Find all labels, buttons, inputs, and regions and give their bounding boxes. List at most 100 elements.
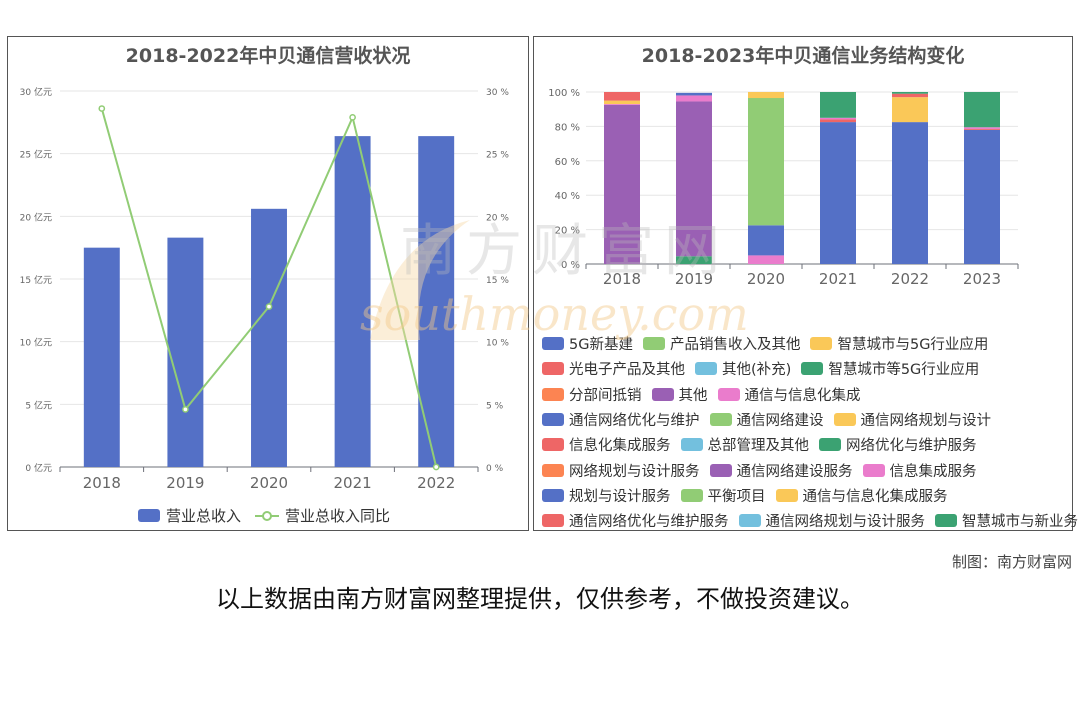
legend-swatch bbox=[709, 413, 732, 427]
legend-label: 智慧城市与5G行业应用 bbox=[837, 337, 989, 354]
legend-label: 通信网络建设服务 bbox=[736, 463, 853, 480]
legend-swatch bbox=[542, 362, 564, 376]
left-axis-tick-label: 0 亿元 bbox=[25, 462, 52, 474]
legend-label: 网络规划与设计服务 bbox=[569, 463, 700, 480]
stack-segment bbox=[604, 104, 640, 265]
stack-segment bbox=[892, 93, 928, 98]
revenue-bar bbox=[334, 136, 371, 467]
revenue-chart-svg: 0 亿元 5 亿元 10 亿元 15 亿元 20 亿元 25 亿元 30 亿元 0 % 5 % 1… bbox=[20, 86, 510, 492]
legend-item[interactable]: 通信网络规划与设计服务 bbox=[738, 510, 926, 531]
legend-item[interactable]: 平衡项目 bbox=[680, 485, 766, 506]
stack-segment bbox=[964, 128, 1000, 130]
left-axis-tick-label: 20 亿元 bbox=[20, 211, 52, 223]
x-axis-tick-label: 2018 bbox=[603, 270, 641, 288]
stack-segment bbox=[820, 122, 856, 264]
legend-label: 通信网络优化与维护 bbox=[569, 413, 700, 430]
legend-swatch-revenue bbox=[138, 509, 160, 522]
y-axis-tick-label: 60 % bbox=[555, 157, 580, 168]
legend-swatch bbox=[862, 463, 885, 477]
chart-credit: 制图：南方财富网 bbox=[951, 553, 1072, 571]
stack-segment bbox=[604, 104, 640, 105]
legend-item[interactable]: 智慧城市等5G行业应用 bbox=[801, 358, 979, 379]
left-axis-tick-label: 25 亿元 bbox=[20, 149, 52, 161]
stack-segment bbox=[892, 122, 928, 264]
yoy-point bbox=[98, 105, 106, 112]
legend-item[interactable]: 网络规划与设计服务 bbox=[542, 460, 700, 481]
legend-label: 智慧城市与新业务 bbox=[962, 514, 1078, 531]
legend-item[interactable]: 5G新基建 bbox=[542, 333, 633, 354]
legend-swatch-yoy bbox=[255, 510, 280, 521]
right-axis-tick-label: 10 % bbox=[486, 339, 509, 349]
stack-segment bbox=[964, 127, 1000, 129]
legend-label: 其他(补充) bbox=[722, 362, 792, 379]
revenue-chart-panel: 2018-2022年中贝通信营收状况 0 亿元 5 亿元 10 亿元 15 亿元 20 … bbox=[7, 36, 529, 531]
left-axis-tick-label: 5 亿元 bbox=[25, 399, 52, 411]
legend-item[interactable]: 产品销售收入及其他 bbox=[642, 333, 800, 354]
legend-item[interactable]: 通信网络优化与维护 bbox=[542, 409, 700, 430]
legend-item[interactable]: 智慧城市与5G行业应用 bbox=[810, 333, 988, 354]
x-axis-tick-label: 2019 bbox=[166, 474, 204, 492]
legend-label: 分部间抵销 bbox=[569, 387, 642, 404]
legend-label: 信息化集成服务 bbox=[569, 438, 671, 455]
legend-swatch bbox=[542, 413, 564, 427]
legend-swatch bbox=[819, 438, 841, 452]
yoy-point bbox=[432, 463, 440, 471]
yoy-point bbox=[349, 113, 356, 121]
legend-item-revenue[interactable]: 营业总收入 bbox=[138, 505, 241, 526]
legend-label: 总部管理及其他 bbox=[707, 438, 810, 455]
legend-swatch bbox=[738, 514, 761, 528]
legend-swatch bbox=[680, 438, 703, 452]
legend-item[interactable]: 智慧城市与新业务 bbox=[935, 510, 1078, 531]
legend-swatch bbox=[775, 488, 798, 502]
legend-item[interactable]: 网络优化与维护服务 bbox=[819, 434, 977, 455]
stack-segment bbox=[676, 95, 712, 102]
legend-label: 通信网络规划与设计服务 bbox=[765, 514, 926, 531]
legend-label: 通信网络优化与维护服务 bbox=[569, 514, 729, 531]
legend-item[interactable]: 分部间抵销 bbox=[542, 384, 642, 405]
right-axis-tick-label: 5 % bbox=[486, 401, 504, 411]
legend-item[interactable]: 信息化集成服务 bbox=[542, 434, 671, 455]
legend-label: 智慧城市等5G行业应用 bbox=[828, 362, 980, 379]
legend-label: 光电子产品及其他 bbox=[569, 362, 685, 379]
legend-swatch bbox=[801, 362, 824, 376]
legend-item[interactable]: 通信网络建设服务 bbox=[709, 460, 853, 481]
x-axis-tick-label: 2023 bbox=[963, 270, 1001, 288]
legend-item[interactable]: 规划与设计服务 bbox=[542, 485, 671, 506]
left-axis-tick-label: 15 亿元 bbox=[20, 274, 52, 286]
revenue-bar bbox=[167, 237, 204, 467]
x-axis-tick-label: 2021 bbox=[334, 474, 372, 492]
y-axis-tick-label: 40 % bbox=[555, 191, 580, 202]
y-axis-tick-label: 80 % bbox=[555, 122, 580, 133]
legend-row: 通信网络优化与维护 通信网络建设 通信网络规划与设计 bbox=[542, 407, 1070, 432]
stack-segment bbox=[820, 119, 856, 123]
legend-label: 规划与设计服务 bbox=[569, 488, 671, 505]
stack-segment bbox=[604, 92, 640, 101]
legend-item[interactable]: 通信网络优化与维护服务 bbox=[542, 510, 729, 531]
legend-item[interactable]: 通信网络建设 bbox=[709, 409, 824, 430]
legend-swatch bbox=[717, 387, 740, 401]
legend-item[interactable]: 其他 bbox=[651, 384, 708, 405]
x-axis-tick-label: 2020 bbox=[747, 270, 785, 288]
legend-swatch bbox=[542, 463, 564, 477]
legend-label: 信息集成服务 bbox=[889, 463, 977, 480]
legend-label: 通信与信息化集成服务 bbox=[802, 488, 948, 505]
legend-item[interactable]: 信息集成服务 bbox=[862, 460, 977, 481]
legend-item-yoy[interactable]: 营业总收入同比 bbox=[255, 505, 390, 526]
stack-segment bbox=[748, 255, 784, 264]
legend-item[interactable]: 其他(补充) bbox=[695, 358, 791, 379]
stack-segment bbox=[748, 98, 784, 226]
right-axis-tick-label: 25 % bbox=[486, 151, 509, 161]
legend-item[interactable]: 通信与信息化集成 bbox=[717, 384, 861, 405]
legend-item[interactable]: 通信网络规划与设计 bbox=[833, 409, 991, 430]
stack-segment bbox=[964, 129, 1000, 264]
revenue-bar bbox=[83, 247, 120, 467]
legend-label: 网络优化与维护服务 bbox=[846, 438, 977, 455]
legend-item[interactable]: 总部管理及其他 bbox=[680, 434, 810, 455]
legend-item[interactable]: 通信与信息化集成服务 bbox=[775, 485, 948, 506]
right-axis-tick-label: 20 % bbox=[486, 213, 509, 223]
legend-item[interactable]: 光电子产品及其他 bbox=[542, 358, 685, 379]
y-axis-tick-label: 100 % bbox=[548, 88, 580, 99]
left-axis-tick-label: 10 亿元 bbox=[20, 337, 52, 349]
legend-label: 其他 bbox=[678, 387, 708, 404]
legend-row: 分部间抵销 其他 通信与信息化集成 bbox=[542, 382, 1070, 407]
